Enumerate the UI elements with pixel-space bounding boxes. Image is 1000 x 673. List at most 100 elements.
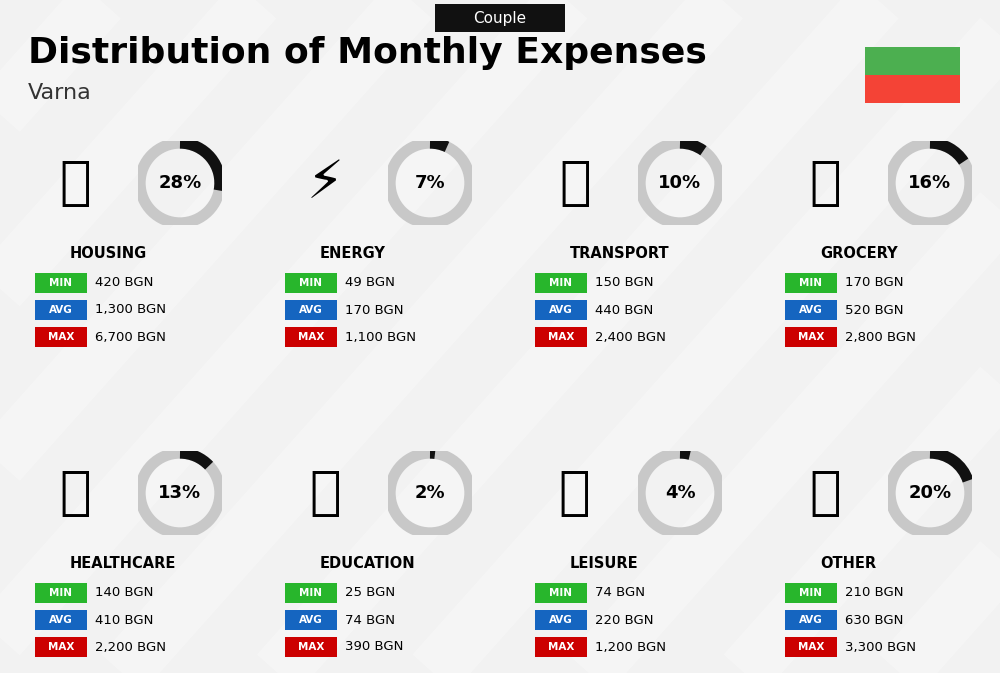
FancyBboxPatch shape [865, 75, 960, 103]
Text: MAX: MAX [548, 332, 574, 342]
Text: 1,100 BGN: 1,100 BGN [345, 330, 416, 343]
Text: GROCERY: GROCERY [820, 246, 898, 260]
FancyBboxPatch shape [535, 273, 587, 293]
Text: 25 BGN: 25 BGN [345, 586, 395, 600]
Text: AVG: AVG [549, 615, 573, 625]
Text: MAX: MAX [298, 642, 324, 652]
Text: 🏥: 🏥 [59, 467, 91, 519]
FancyBboxPatch shape [535, 610, 587, 630]
Text: AVG: AVG [299, 305, 323, 315]
Text: 7%: 7% [415, 174, 445, 192]
Text: AVG: AVG [799, 305, 823, 315]
Text: 440 BGN: 440 BGN [595, 304, 653, 316]
FancyBboxPatch shape [785, 610, 837, 630]
Text: 140 BGN: 140 BGN [95, 586, 153, 600]
Text: 10%: 10% [658, 174, 702, 192]
FancyBboxPatch shape [785, 583, 837, 603]
Text: 2,400 BGN: 2,400 BGN [595, 330, 666, 343]
Text: MAX: MAX [48, 642, 74, 652]
Text: HEALTHCARE: HEALTHCARE [70, 555, 176, 571]
Text: MAX: MAX [548, 642, 574, 652]
Text: 210 BGN: 210 BGN [845, 586, 904, 600]
Text: 630 BGN: 630 BGN [845, 614, 903, 627]
FancyBboxPatch shape [35, 610, 87, 630]
Text: MIN: MIN [50, 278, 72, 288]
FancyBboxPatch shape [285, 610, 337, 630]
Text: 1,300 BGN: 1,300 BGN [95, 304, 166, 316]
FancyBboxPatch shape [285, 273, 337, 293]
Text: 520 BGN: 520 BGN [845, 304, 904, 316]
Text: Distribution of Monthly Expenses: Distribution of Monthly Expenses [28, 36, 707, 70]
Text: 28%: 28% [158, 174, 202, 192]
Text: MAX: MAX [798, 332, 824, 342]
Text: MIN: MIN [800, 278, 822, 288]
Text: 2%: 2% [415, 484, 445, 502]
Text: EDUCATION: EDUCATION [320, 555, 416, 571]
Text: MAX: MAX [48, 332, 74, 342]
Text: AVG: AVG [799, 615, 823, 625]
Text: 16%: 16% [908, 174, 952, 192]
Text: 170 BGN: 170 BGN [845, 277, 904, 289]
FancyBboxPatch shape [35, 273, 87, 293]
Text: MIN: MIN [300, 588, 322, 598]
FancyBboxPatch shape [785, 273, 837, 293]
FancyBboxPatch shape [35, 327, 87, 347]
FancyBboxPatch shape [865, 47, 960, 75]
FancyBboxPatch shape [285, 583, 337, 603]
FancyBboxPatch shape [535, 327, 587, 347]
Text: MIN: MIN [300, 278, 322, 288]
FancyBboxPatch shape [35, 583, 87, 603]
Text: AVG: AVG [49, 305, 73, 315]
Text: Varna: Varna [28, 83, 92, 103]
Text: Couple: Couple [473, 11, 527, 26]
FancyBboxPatch shape [435, 4, 565, 32]
Text: 220 BGN: 220 BGN [595, 614, 654, 627]
Text: 150 BGN: 150 BGN [595, 277, 654, 289]
Text: 170 BGN: 170 BGN [345, 304, 404, 316]
Text: 🏢: 🏢 [59, 157, 91, 209]
Text: MAX: MAX [298, 332, 324, 342]
FancyBboxPatch shape [535, 637, 587, 657]
Text: AVG: AVG [299, 615, 323, 625]
Text: LEISURE: LEISURE [570, 555, 639, 571]
Text: 🛒: 🛒 [809, 157, 841, 209]
Text: AVG: AVG [549, 305, 573, 315]
Text: 74 BGN: 74 BGN [345, 614, 395, 627]
FancyBboxPatch shape [35, 300, 87, 320]
Text: ENERGY: ENERGY [320, 246, 386, 260]
Text: 49 BGN: 49 BGN [345, 277, 395, 289]
Text: 🛍️: 🛍️ [559, 467, 591, 519]
Text: MIN: MIN [50, 588, 72, 598]
Text: MIN: MIN [800, 588, 822, 598]
Text: 6,700 BGN: 6,700 BGN [95, 330, 166, 343]
Text: 13%: 13% [158, 484, 202, 502]
FancyBboxPatch shape [285, 300, 337, 320]
FancyBboxPatch shape [285, 637, 337, 657]
Text: 2,800 BGN: 2,800 BGN [845, 330, 916, 343]
Text: 3,300 BGN: 3,300 BGN [845, 641, 916, 653]
Text: ⚡: ⚡ [306, 157, 344, 209]
Text: 👜: 👜 [809, 467, 841, 519]
Text: OTHER: OTHER [820, 555, 876, 571]
Text: 410 BGN: 410 BGN [95, 614, 153, 627]
Text: MIN: MIN [550, 278, 572, 288]
Text: 🚌: 🚌 [559, 157, 591, 209]
FancyBboxPatch shape [285, 327, 337, 347]
Text: 420 BGN: 420 BGN [95, 277, 153, 289]
FancyBboxPatch shape [35, 637, 87, 657]
Text: 🎓: 🎓 [309, 467, 341, 519]
Text: 1,200 BGN: 1,200 BGN [595, 641, 666, 653]
Text: 2,200 BGN: 2,200 BGN [95, 641, 166, 653]
FancyBboxPatch shape [535, 300, 587, 320]
FancyBboxPatch shape [785, 637, 837, 657]
Text: 74 BGN: 74 BGN [595, 586, 645, 600]
Text: 20%: 20% [908, 484, 952, 502]
Text: HOUSING: HOUSING [70, 246, 147, 260]
FancyBboxPatch shape [785, 327, 837, 347]
Text: AVG: AVG [49, 615, 73, 625]
Text: 4%: 4% [665, 484, 695, 502]
Text: TRANSPORT: TRANSPORT [570, 246, 670, 260]
Text: MAX: MAX [798, 642, 824, 652]
FancyBboxPatch shape [535, 583, 587, 603]
Text: 390 BGN: 390 BGN [345, 641, 403, 653]
